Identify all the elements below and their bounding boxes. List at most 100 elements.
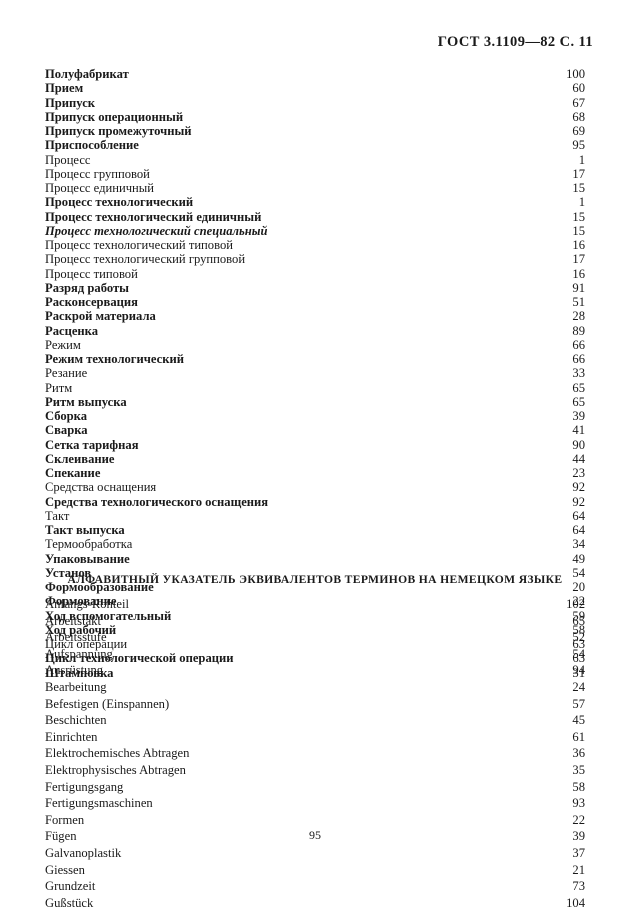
index-entry-row: Склеивание 44 [45,453,585,467]
index-entry-page-number: 60 [572,81,585,96]
footer-page-number: 95 [309,828,321,842]
index-entry-term: Fügen [45,829,77,844]
index-entry-page-number: 100 [566,67,585,81]
index-entry-page-number: 59 [572,608,585,623]
index-entry-term: Режим [45,337,81,352]
index-entry-row: Elektrophysisches Abtragen 35 [45,764,585,781]
index-entry-term: Склеивание [45,451,115,466]
index-entry-term: Elektrophysisches Abtragen [45,762,186,777]
index-entry-row: Процесс единичный 15 [45,182,585,196]
index-entry-page-number: 24 [572,679,585,694]
index-entry-row: Раскрой материала 28 [45,310,585,324]
index-entry-term: Bearbeitung [45,679,107,694]
index-entry-term: Цикл технологической операции [45,651,234,666]
index-entry-row: Ausrüstung 94 [45,664,585,681]
index-entry-page-number: 61 [572,729,585,744]
index-entry-term: Сетка тарифная [45,437,139,452]
index-entry-page-number: 15 [572,181,585,195]
index-entry-row: Bearbeitung 24 [45,681,585,698]
index-entry-row: Ритм выпуска 65 [45,396,585,410]
index-entry-page-number: 93 [572,796,585,811]
index-entry-term: Arbeitsstufe [45,630,107,645]
index-entry-term: Разряд работы [45,280,129,295]
index-entry-page-number: 49 [572,551,585,566]
index-entry-page-number: 91 [572,280,585,295]
index-entry-page-number: 15 [572,223,585,238]
index-entry-term: Раскрой материала [45,309,156,324]
index-entry-term: Ход вспомогательный [45,608,172,623]
index-entry-term: Резание [45,366,88,381]
index-entry-row: Полуфабрикат 100 [45,68,585,82]
index-entry-term: Beschichten [45,713,107,728]
index-entry-page-number: 65 [572,394,585,409]
document-header: ГОСТ 3.1109—82 С. 11 [437,34,593,50]
index-entry-row: Формование 22 [45,595,585,609]
index-entry-page-number: 66 [572,337,585,352]
index-entry-row: Aufspannung 54 [45,648,585,665]
index-entry-page-number: 22 [572,594,585,609]
index-entry-row: Разряд работы 91 [45,282,585,296]
index-entry-row: Расценка 89 [45,323,585,339]
index-entry-page-number: 39 [572,829,585,844]
index-entry-row: Beschichten 45 [45,714,585,731]
index-entry-page-number: 54 [572,565,585,580]
index-entry-row: Процесс технологический 1 [45,196,585,210]
index-entry-term: Спекание [45,466,101,480]
index-entry-term: Процесс единичный [45,181,154,195]
index-entry-page-number: 51 [572,295,585,309]
index-entry-page-number: 33 [572,366,585,381]
index-entry-row: Процесс групповой 17 [45,168,585,182]
index-entry-term: Fertigungsmaschinen [45,796,153,811]
index-entry-term: Процесс технологический специальный [45,223,268,238]
index-entry-term: Средства оснащения [45,480,157,495]
index-entry-term: Процесс групповой [45,166,150,181]
index-entry-term: Штамповка [45,665,114,680]
index-entry-term: Припуск операционный [45,109,184,124]
index-entry-term: Fertigungsgang [45,779,124,794]
index-entry-row: Процесс технологический типовой 16 [45,239,585,253]
index-entry-row: Gußstück 104 [45,897,585,914]
index-entry-term: Припуск [45,95,96,110]
index-entry-page-number: 67 [572,95,585,110]
index-entry-page-number: 95 [572,138,585,153]
index-entry-row: Припуск операционный 68 [45,111,585,125]
index-entry-term: Ход рабочий [45,622,117,637]
index-entry-term: Ритм выпуска [45,394,127,409]
index-entry-term: Galvanoplastik [45,845,122,860]
index-entry-page-number: 16 [572,238,585,252]
index-entry-page-number: 1 [578,195,585,210]
index-entry-row: Ритм 65 [45,381,585,396]
index-entry-term: Цикл операции [45,637,128,651]
index-entry-term: Средства технологического оснащения [45,494,269,509]
russian-term-index: Полуфабрикат 100 Прием 60 Припуск 67 Припуск о… [45,68,585,681]
index-entry-page-number: 1 [578,152,585,167]
index-entry-row: Процесс 1 [45,152,585,168]
index-entry-page-number: 45 [572,713,585,728]
index-entry-row: Einrichten 61 [45,731,585,748]
index-entry-term: Припуск промежуточный [45,124,192,138]
index-entry-row: Сетка тарифная 90 [45,437,585,453]
index-entry-page-number: 102 [566,597,585,611]
index-entry-term: Процесс типовой [45,266,138,281]
index-entry-term: Такт [45,508,70,523]
index-entry-term: Giessen [45,862,85,877]
index-entry-row: Galvanoplastik 37 [45,847,585,864]
index-entry-page-number: 94 [572,663,585,678]
index-entry-page-number: 17 [572,166,585,181]
index-entry-term: Расценка [45,323,99,338]
index-entry-row: Ход вспомогательный 59 [45,608,585,624]
index-entry-term: Прием [45,81,84,96]
index-entry-term: Elektrochemisches Abtragen [45,746,190,761]
index-entry-row: Arbeitstakt 65 [45,614,585,632]
index-entry-page-number: 90 [572,437,585,452]
index-entry-page-number: 69 [572,124,585,138]
index-entry-page-number: 104 [566,895,585,910]
index-entry-row: Formen 22 [45,814,585,831]
index-entry-term: Процесс технологический [45,195,194,210]
index-entry-page-number: 23 [572,466,585,480]
index-entry-row: Цикл технологической операции 63 [45,652,585,666]
index-entry-row: Термообработка 34 [45,538,585,552]
index-entry-row: Сварка 41 [45,424,585,438]
index-entry-page-number: 58 [572,622,585,637]
index-entry-term: Grundzeit [45,879,96,894]
